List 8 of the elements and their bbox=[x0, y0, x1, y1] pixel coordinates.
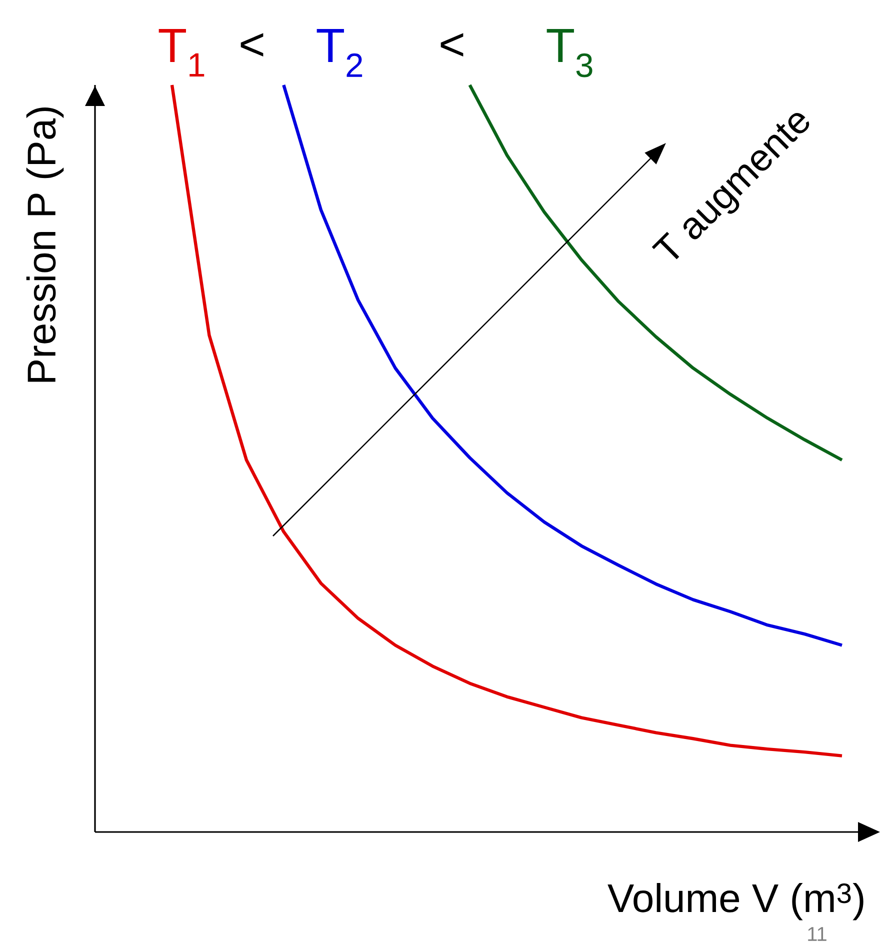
text: 11 bbox=[808, 927, 826, 941]
series-label: T$_{2}$ bbox=[316, 28, 362, 77]
y-axis-title: Pression P (Pa) bbox=[26, 107, 64, 382]
text: < bbox=[440, 33, 464, 57]
x-axis-title: Volume V (m$^{3}$) bbox=[608, 883, 864, 920]
text: < bbox=[240, 33, 264, 57]
series-label: T$_{1}$ bbox=[158, 28, 204, 77]
series-label: T$_{3}$ bbox=[546, 28, 592, 78]
